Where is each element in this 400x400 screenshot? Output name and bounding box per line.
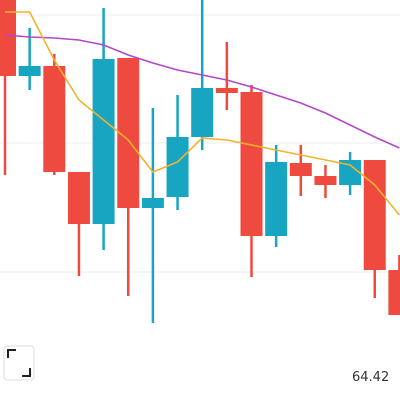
moving-average [5, 11, 400, 216]
moving-average [4, 34, 400, 149]
price-label: 64.42 [352, 370, 389, 385]
fullscreen-icon[interactable] [3, 345, 35, 381]
candle-body [339, 160, 362, 185]
candle-body [141, 198, 164, 208]
candle-body [240, 92, 263, 236]
candle-body [92, 59, 115, 224]
candle-body [117, 58, 140, 208]
candle-body [289, 163, 312, 176]
candle-body [0, 0, 16, 76]
icon-glyph [7, 349, 31, 377]
icon-frame [3, 345, 35, 381]
candle-body [265, 162, 288, 236]
candle-body [363, 160, 386, 270]
candle-body [43, 66, 66, 172]
candle-body [388, 270, 400, 315]
candle-body [166, 137, 189, 197]
candle-body [314, 176, 337, 185]
candle-body [67, 172, 90, 224]
candle-body [191, 88, 214, 137]
candle-body [18, 66, 41, 76]
candle-body [215, 88, 238, 93]
